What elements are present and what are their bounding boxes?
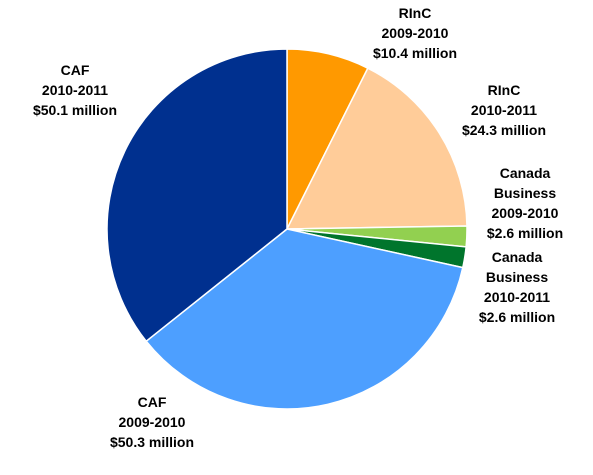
- slice-label-line: RInC: [488, 82, 521, 98]
- pie-slice-2: [285, 67, 468, 230]
- slice-label-line: 2009-2010: [382, 25, 449, 41]
- slice-label-line: $24.3 million: [462, 122, 546, 138]
- pie-slice-6: [106, 48, 288, 343]
- slice-label-line: RInC: [399, 5, 432, 21]
- slice-label-line: $50.3 million: [110, 434, 194, 450]
- slice-label-1: RInC 2009-2010 $10.4 million: [373, 5, 457, 61]
- slice-label-line: 2009-2010: [119, 414, 186, 430]
- slice-label-line: Business: [486, 269, 548, 285]
- pie-labels: RInC 2009-2010 $10.4 million RInC 2010-2011 $…: [33, 5, 563, 450]
- slice-label-6: CAF 2010-2011 $50.1 million: [33, 62, 117, 118]
- slice-label-line: $10.4 million: [373, 45, 457, 61]
- slice-label-line: $2.6 million: [487, 225, 563, 241]
- slice-label-3: Canada Business 2009-2010 $2.6 million: [487, 165, 563, 241]
- pie-slice-5: [145, 228, 464, 410]
- pie-slices: [106, 48, 468, 410]
- slice-label-line: CAF: [61, 62, 90, 78]
- slice-label-line: $50.1 million: [33, 102, 117, 118]
- slice-label-line: Business: [494, 185, 556, 201]
- slice-label-line: Canada: [492, 249, 543, 265]
- slice-label-line: 2009-2010: [492, 205, 559, 221]
- slice-label-line: 2010-2011: [42, 82, 108, 98]
- slice-label-line: CAF: [138, 394, 167, 410]
- slice-label-4: Canada Business 2010-2011 $2.6 million: [479, 249, 555, 325]
- slice-label-line: 2010-2011: [484, 289, 550, 305]
- slice-label-line: Canada: [500, 165, 551, 181]
- slice-label-line: 2010-2011: [471, 102, 537, 118]
- slice-label-5: CAF 2009-2010 $50.3 million: [110, 394, 194, 450]
- slice-label-2: RInC 2010-2011 $24.3 million: [462, 82, 546, 138]
- slice-label-line: $2.6 million: [479, 309, 555, 325]
